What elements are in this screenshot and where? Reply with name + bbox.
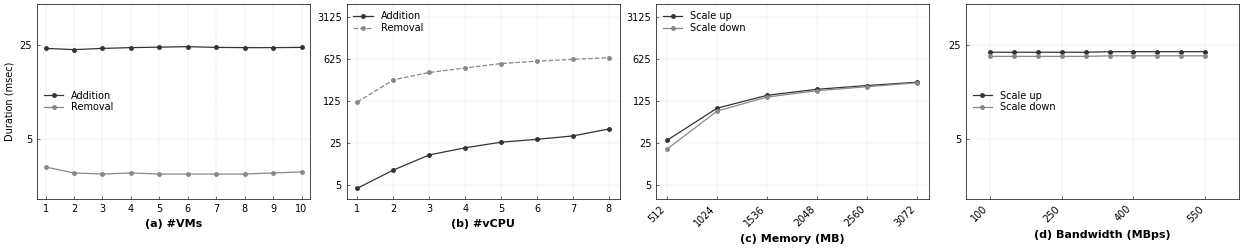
Line: Scale down: Scale down (988, 54, 1207, 58)
Addition (493, 141, 508, 144)
Legend: Addition, Removal: Addition, Removal (42, 89, 116, 114)
Scale up (1007, 51, 1022, 54)
Addition (94, 47, 109, 50)
Removal (123, 171, 138, 174)
Scale down (982, 55, 997, 58)
Scale up (1078, 51, 1093, 54)
Addition (457, 146, 472, 149)
X-axis label: (a) #VMs: (a) #VMs (145, 219, 203, 229)
X-axis label: (c) Memory (MB): (c) Memory (MB) (741, 234, 845, 244)
Scale down (1054, 55, 1069, 58)
Scale down (1030, 55, 1045, 58)
Removal (421, 71, 436, 74)
Legend: Addition, Removal: Addition, Removal (352, 9, 425, 35)
Removal (67, 171, 82, 174)
Scale down (1150, 54, 1165, 57)
Scale down (1103, 54, 1117, 57)
Y-axis label: Duration (msec): Duration (msec) (4, 62, 14, 141)
Scale down (1007, 55, 1022, 58)
Scale up (1103, 50, 1117, 53)
Line: Removal: Removal (355, 56, 610, 104)
Removal (385, 78, 400, 81)
Scale up (660, 139, 675, 142)
Removal (351, 100, 365, 103)
Scale up (809, 88, 824, 91)
Scale down (1078, 55, 1093, 58)
Addition (123, 46, 138, 49)
Removal (39, 165, 53, 168)
Removal (295, 170, 310, 173)
Removal (493, 62, 508, 65)
Legend: Scale up, Scale down: Scale up, Scale down (971, 89, 1058, 114)
Scale down (710, 110, 725, 113)
Scale up (910, 81, 925, 84)
Addition (602, 127, 617, 130)
Scale up (710, 107, 725, 110)
Scale down (660, 148, 675, 151)
Removal (94, 173, 109, 176)
Removal (566, 58, 580, 61)
Scale up (759, 94, 774, 97)
Scale down (859, 85, 874, 88)
Scale up (1173, 50, 1188, 53)
Removal (152, 173, 167, 176)
Scale up (982, 51, 997, 54)
Scale up (1030, 51, 1045, 54)
Addition (152, 46, 167, 49)
Removal (266, 171, 281, 174)
Addition (566, 134, 580, 137)
Removal (237, 173, 252, 176)
Line: Addition: Addition (355, 127, 610, 190)
Addition (180, 45, 195, 48)
Addition (295, 46, 310, 49)
Scale down (1126, 54, 1141, 57)
Removal (457, 66, 472, 69)
Removal (180, 173, 195, 176)
Addition (530, 138, 544, 141)
Addition (39, 47, 53, 50)
Line: Scale down: Scale down (665, 81, 919, 151)
Scale up (1054, 51, 1069, 54)
Scale down (809, 89, 824, 92)
Line: Scale up: Scale up (665, 81, 919, 142)
Scale down (1198, 54, 1213, 57)
Addition (351, 187, 365, 190)
X-axis label: (d) Bandwidth (MBps): (d) Bandwidth (MBps) (1034, 229, 1171, 240)
Scale up (1150, 50, 1165, 53)
Scale down (759, 95, 774, 98)
Removal (602, 56, 617, 59)
X-axis label: (b) #vCPU: (b) #vCPU (451, 219, 515, 229)
Scale up (1198, 50, 1213, 53)
Removal (209, 173, 224, 176)
Legend: Scale up, Scale down: Scale up, Scale down (661, 9, 748, 35)
Removal (530, 60, 544, 63)
Addition (266, 46, 281, 49)
Scale up (859, 84, 874, 87)
Line: Removal: Removal (44, 165, 303, 176)
Addition (385, 169, 400, 172)
Line: Addition: Addition (44, 45, 303, 51)
Scale up (1126, 50, 1141, 53)
Addition (421, 154, 436, 156)
Addition (209, 46, 224, 49)
Scale down (910, 81, 925, 84)
Addition (67, 48, 82, 51)
Scale down (1173, 54, 1188, 57)
Line: Scale up: Scale up (988, 50, 1207, 54)
Addition (237, 46, 252, 49)
